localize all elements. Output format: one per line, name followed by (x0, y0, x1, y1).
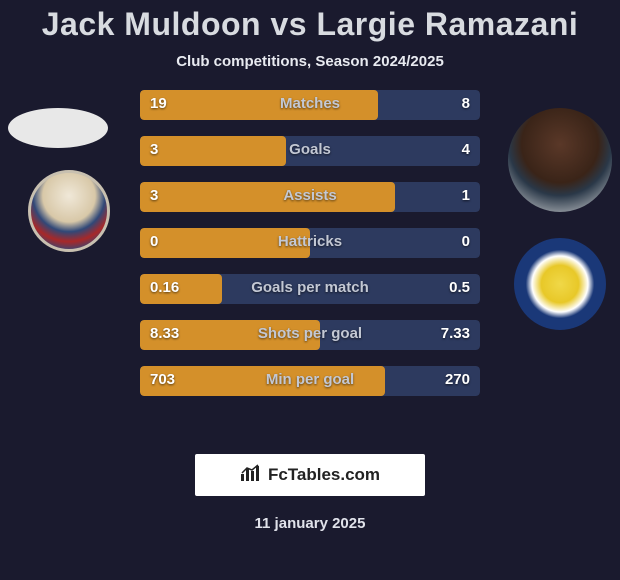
player-left-avatar (8, 108, 108, 148)
stat-value-left: 0.16 (150, 279, 179, 296)
stat-value-left: 8.33 (150, 325, 179, 342)
stat-label: Matches (140, 95, 480, 112)
stat-value-right: 1 (462, 187, 470, 204)
watermark-chart-icon (240, 464, 262, 487)
stat-value-right: 4 (462, 141, 470, 158)
stat-value-left: 0 (150, 233, 158, 250)
stat-label: Assists (140, 187, 480, 204)
comparison-stage: Matches198Goals34Assists31Hattricks00Goa… (0, 90, 620, 470)
club-right-crest-icon (514, 238, 606, 330)
stat-label: Hattricks (140, 233, 480, 250)
stat-row: Goals3 4 (140, 136, 480, 166)
stat-value-right: 0.5 (449, 279, 470, 296)
page-title: Jack Muldoon vs Largie Ramazani (0, 0, 620, 43)
stat-row: Assists3 1 (140, 182, 480, 212)
stat-value-right: 270 (445, 371, 470, 388)
stat-value-left: 19 (150, 95, 167, 112)
date-label: 11 january 2025 (0, 515, 620, 532)
stat-value-right: 7.33 (441, 325, 470, 342)
stat-value-left: 3 (150, 187, 158, 204)
player-right-avatar (508, 108, 612, 212)
watermark: FcTables.com (195, 454, 425, 496)
stat-label: Goals (140, 141, 480, 158)
stat-value-right: 8 (462, 95, 470, 112)
club-left-crest-icon (28, 170, 110, 252)
stat-row: Matches19 8 (140, 90, 480, 120)
subtitle: Club competitions, Season 2024/2025 (0, 53, 620, 70)
stat-value-right: 0 (462, 233, 470, 250)
stat-label: Shots per goal (140, 325, 480, 342)
stat-label: Min per goal (140, 371, 480, 388)
stat-bars: Matches198Goals34Assists31Hattricks00Goa… (140, 90, 480, 412)
stat-row: Shots per goal8.33 7.33 (140, 320, 480, 350)
stat-row: Goals per match0.16 0.5 (140, 274, 480, 304)
stat-row: Hattricks0 0 (140, 228, 480, 258)
stat-value-left: 3 (150, 141, 158, 158)
stat-row: Min per goal703 270 (140, 366, 480, 396)
stat-value-left: 703 (150, 371, 175, 388)
stat-label: Goals per match (140, 279, 480, 296)
watermark-text: FcTables.com (268, 465, 380, 485)
